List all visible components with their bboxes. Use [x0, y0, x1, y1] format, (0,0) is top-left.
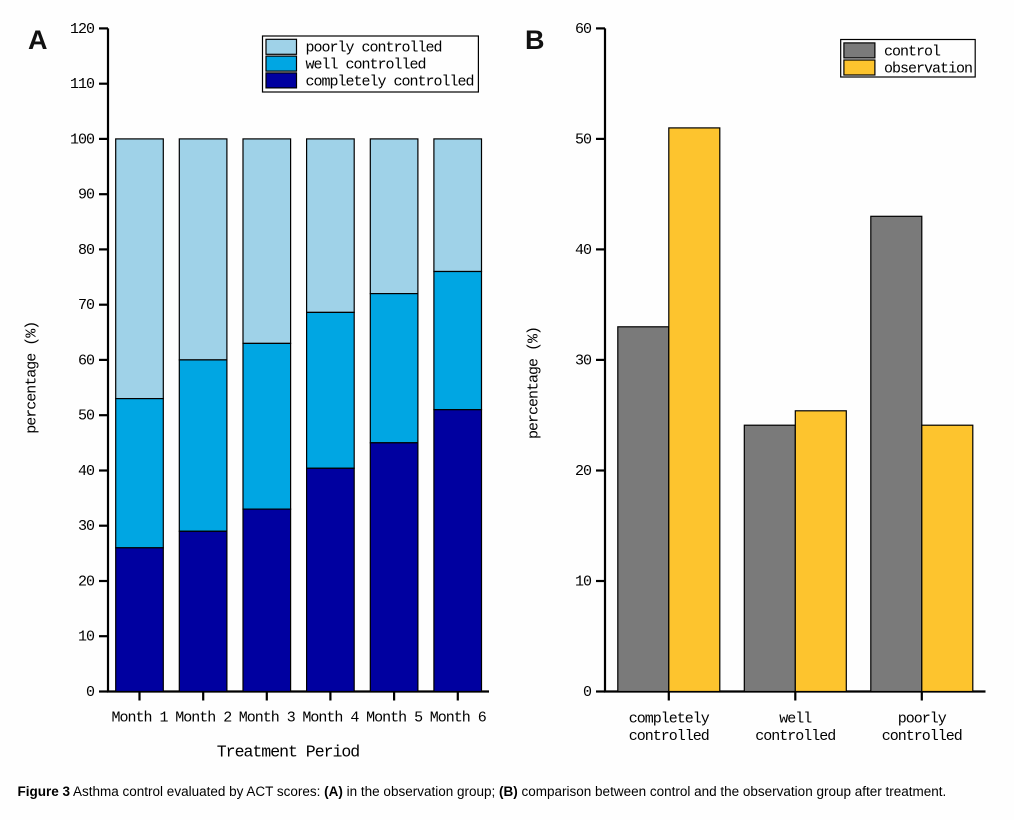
svg-text:B: B — [525, 25, 545, 55]
svg-text:70: 70 — [78, 297, 95, 314]
svg-text:20: 20 — [78, 573, 95, 590]
svg-text:100: 100 — [70, 131, 95, 148]
svg-text:Treatment Period: Treatment Period — [217, 743, 360, 762]
svg-text:40: 40 — [78, 463, 95, 480]
svg-text:40: 40 — [575, 242, 592, 259]
svg-text:Month 1: Month 1 — [111, 710, 168, 727]
svg-text:poorly controlled: poorly controlled — [306, 40, 442, 57]
svg-text:controlled: controlled — [755, 728, 835, 745]
svg-text:completely controlled: completely controlled — [306, 73, 474, 90]
svg-text:110: 110 — [70, 76, 95, 93]
svg-text:80: 80 — [78, 242, 95, 259]
svg-text:50: 50 — [78, 408, 95, 425]
svg-text:Month 3: Month 3 — [239, 710, 296, 727]
svg-text:Month 2: Month 2 — [175, 710, 231, 727]
svg-text:well: well — [779, 711, 812, 728]
svg-text:0: 0 — [583, 684, 592, 701]
svg-text:control: control — [884, 43, 941, 60]
svg-text:20: 20 — [575, 463, 592, 480]
svg-text:well controlled: well controlled — [306, 57, 426, 74]
svg-text:10: 10 — [78, 629, 95, 646]
svg-text:90: 90 — [78, 187, 95, 204]
svg-text:poorly: poorly — [898, 711, 947, 728]
svg-text:120: 120 — [70, 21, 95, 38]
svg-text:Figure 3 Asthma control evalua: Figure 3 Asthma control evaluated by ACT… — [18, 784, 947, 799]
svg-text:completely: completely — [629, 711, 710, 728]
svg-text:Month 6: Month 6 — [430, 710, 487, 727]
svg-text:percentage (%): percentage (%) — [24, 322, 41, 434]
svg-text:controlled: controlled — [882, 728, 962, 745]
svg-text:observation: observation — [884, 60, 972, 77]
svg-text:Month 5: Month 5 — [366, 710, 423, 727]
svg-text:50: 50 — [575, 131, 592, 148]
svg-text:A: A — [28, 25, 48, 55]
svg-text:60: 60 — [78, 352, 95, 369]
svg-text:30: 30 — [78, 518, 95, 535]
svg-text:60: 60 — [575, 21, 592, 38]
svg-text:30: 30 — [575, 352, 592, 369]
svg-text:10: 10 — [575, 573, 592, 590]
svg-text:Month 4: Month 4 — [302, 710, 359, 727]
svg-text:controlled: controlled — [629, 728, 709, 745]
svg-text:percentage (%): percentage (%) — [526, 327, 543, 439]
svg-text:0: 0 — [86, 684, 95, 701]
